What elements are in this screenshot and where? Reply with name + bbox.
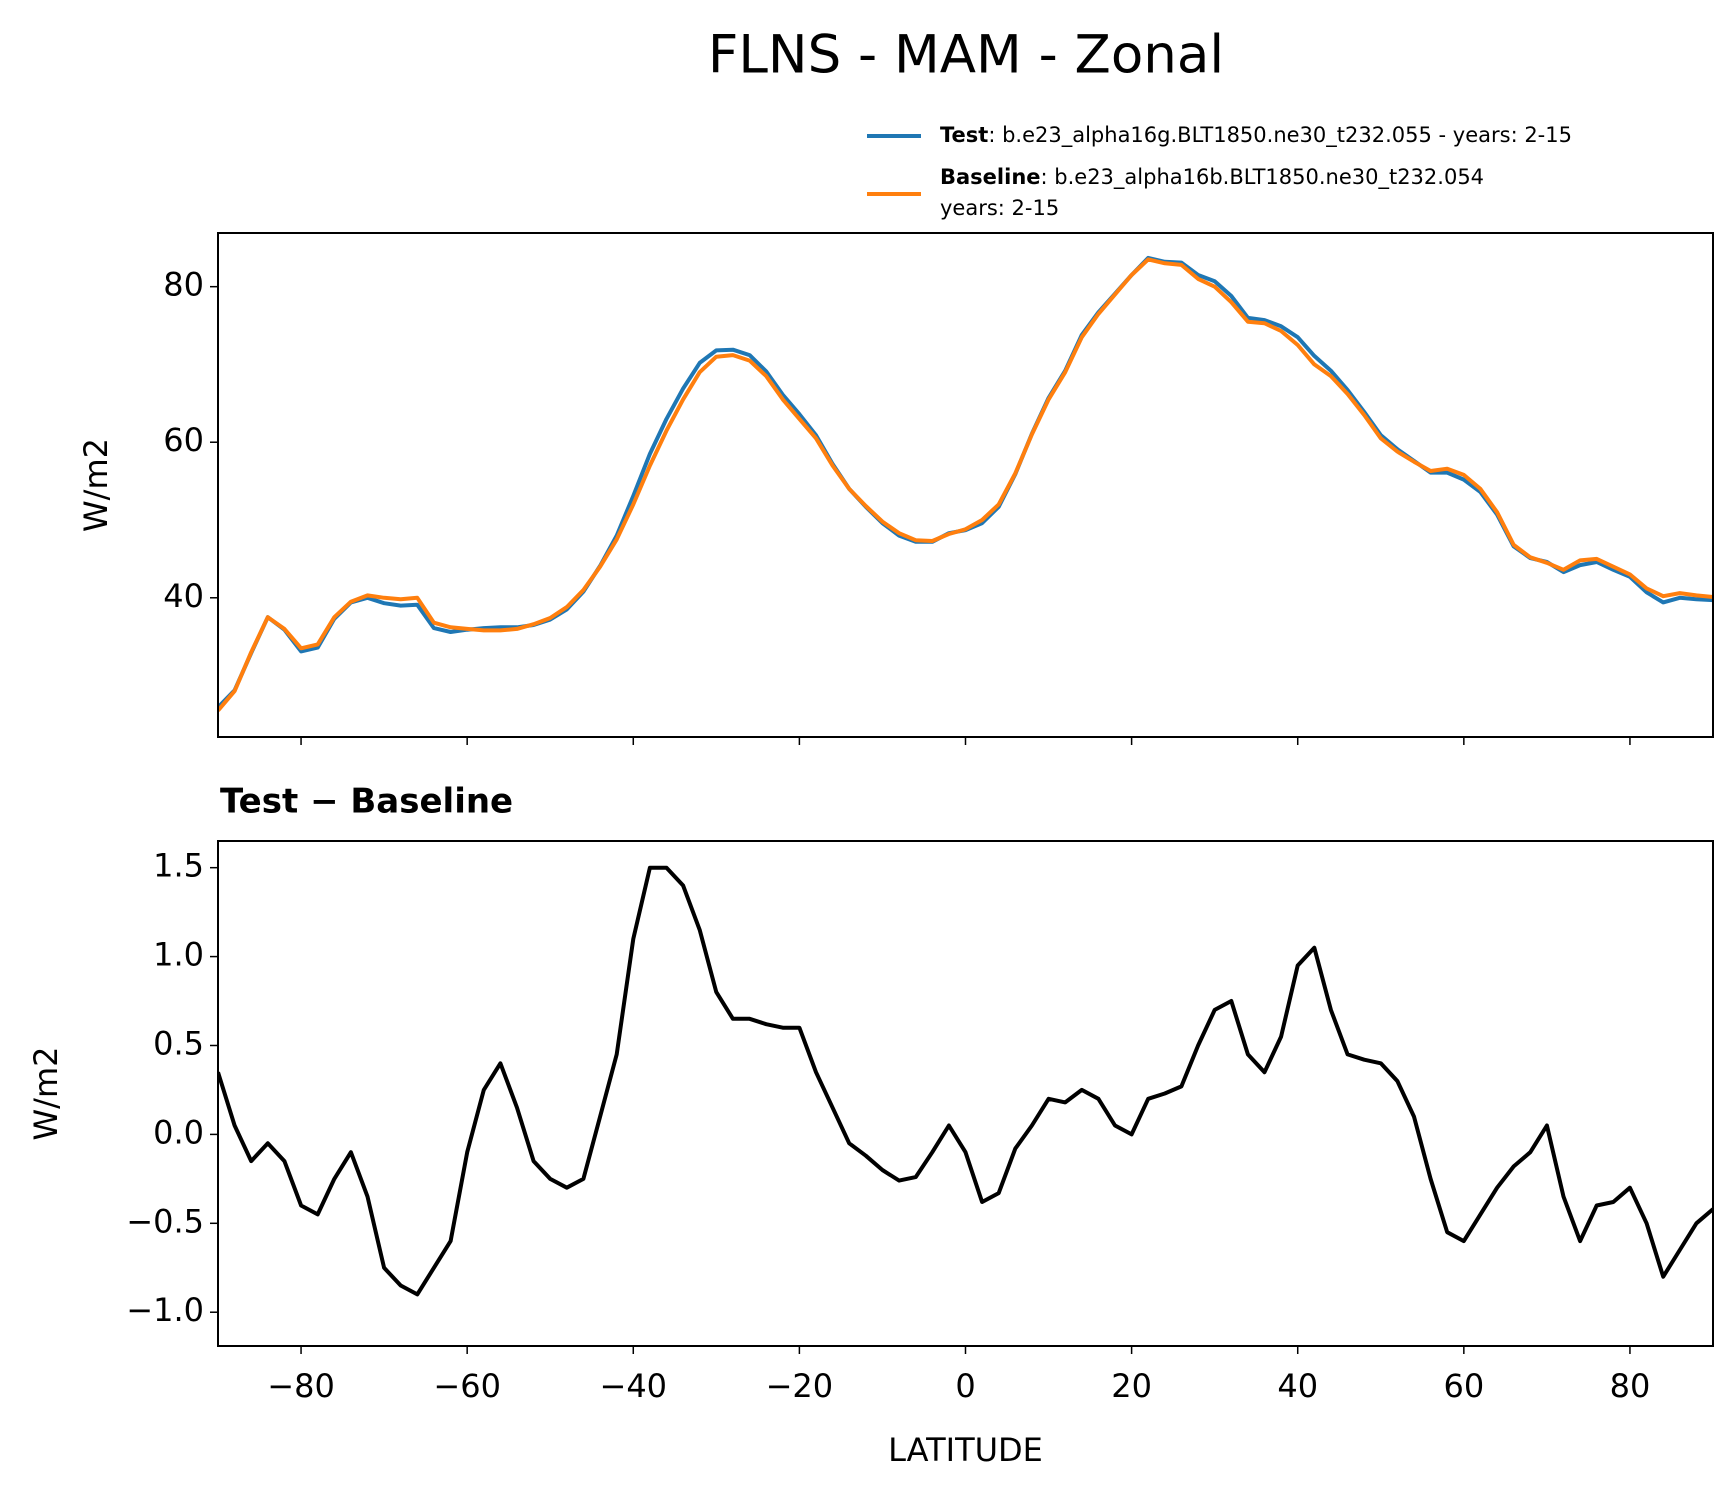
figure-title: FLNS - MAM - Zonal [708, 25, 1224, 86]
x-tick-label: −20 [766, 1367, 834, 1405]
legend-description: years: 2-15 [940, 196, 1059, 220]
y-axis-label: W/m2 [27, 1047, 65, 1141]
legend-label: Baseline: b.e23_alpha16b.BLT1850.ne30_t2… [940, 165, 1484, 220]
data-line [218, 255, 1713, 709]
legend-name: Test [940, 123, 988, 147]
x-tick-label: −40 [600, 1367, 668, 1405]
y-tick-label: −0.5 [126, 1202, 204, 1240]
x-tick-label: 40 [1277, 1367, 1318, 1405]
plot-frame [217, 840, 1714, 1347]
x-tick-label: −80 [267, 1367, 335, 1405]
y-tick-label: 80 [163, 266, 204, 304]
subplot-title: Test − Baseline [220, 782, 513, 822]
legend-name: Baseline [940, 165, 1041, 189]
data-line [218, 865, 1713, 1297]
y-tick-label: 1.0 [153, 936, 204, 974]
plot-frame [217, 232, 1714, 738]
x-tick-label: 0 [955, 1367, 975, 1405]
y-tick-label: 0.0 [153, 1113, 204, 1151]
y-tick-label: 60 [163, 421, 204, 459]
x-tick-label: 20 [1111, 1367, 1152, 1405]
y-tick-label: 40 [163, 577, 204, 615]
x-tick-label: 60 [1443, 1367, 1484, 1405]
legend-description: : b.e23_alpha16g.BLT1850.ne30_t232.055 -… [988, 123, 1572, 148]
data-line [218, 257, 1713, 712]
y-tick-label: −1.0 [126, 1291, 204, 1329]
x-tick-label: −60 [433, 1367, 501, 1405]
x-tick-label: 80 [1610, 1367, 1651, 1405]
x-axis-label: LATITUDE [888, 1431, 1043, 1469]
legend-label: Test: b.e23_alpha16g.BLT1850.ne30_t232.0… [940, 123, 1572, 148]
legend-description: : b.e23_alpha16b.BLT1850.ne30_t232.054 [1041, 165, 1485, 190]
y-axis-label: W/m2 [77, 438, 115, 532]
y-tick-label: 1.5 [153, 847, 204, 885]
y-tick-label: 0.5 [153, 1024, 204, 1062]
